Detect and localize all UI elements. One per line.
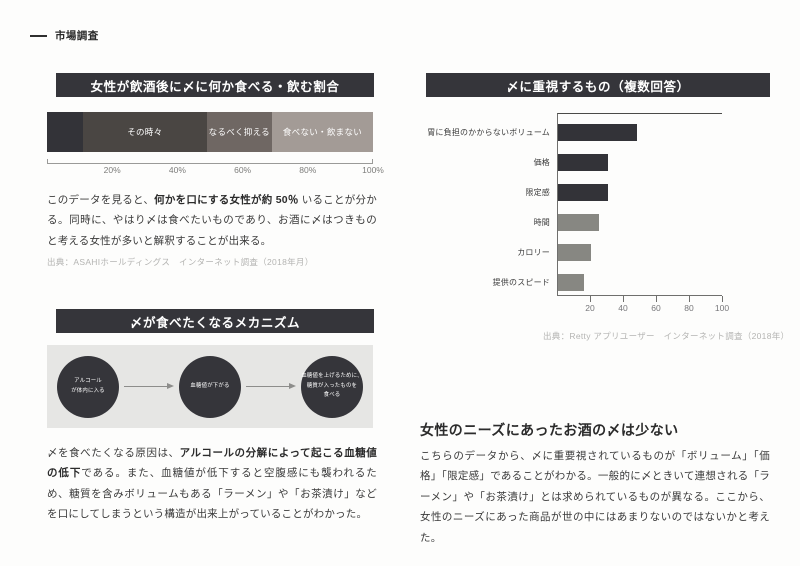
hbar-row: 提供のスピード (493, 274, 585, 291)
arrow-right-icon (246, 383, 296, 390)
needs-heading: 女性のニーズにあったお酒の〆は少ない (420, 422, 679, 438)
hbar-xtick-mark (590, 296, 591, 302)
mechanism-step: 血糖値を上げるために、 糖質が入ったものを 食べる (301, 355, 363, 418)
arrow-right-icon (124, 383, 174, 390)
mechanism-step: 血糖値が下がる (179, 355, 241, 418)
hbar-chart-title: 〆に重視するもの（複数回答） (426, 73, 770, 97)
hbar-row: 限定感 (525, 184, 608, 201)
mechanism-step: アルコールが体内に入る (57, 355, 119, 418)
stacked-xtick-label: 60% (234, 165, 252, 175)
hbar-bar (558, 184, 608, 201)
hbar-category-label: 時間 (533, 218, 550, 227)
stacked-xtick-label: 40% (168, 165, 186, 175)
mechanism-step-line: 糖質が入ったものを (306, 382, 358, 389)
mechanism-step-line: 血糖値が下がる (190, 382, 230, 389)
left-body-paragraph: このデータを見ると、何かを口にする女性が約 50％ いることが分かる。同時に、や… (47, 190, 377, 251)
stacked-chart-title: 女性が飲酒後に〆に何か食べる・飲む割合 (56, 73, 374, 97)
hbar-category-label: 価格 (533, 158, 550, 167)
hbar-bar (558, 274, 585, 291)
hbar-category-label: 胃に負担のかからないボリューム (427, 128, 550, 137)
stacked-bar-chart: その時々 なるべく抑える 食べない・飲まない (47, 112, 373, 152)
stacked-xtick-label: 20% (103, 165, 121, 175)
hbar-xtick-mark (623, 296, 624, 302)
hbar-row: カロリー (517, 244, 591, 261)
mech-body-post: である。また、血糖値が低下すると空腹感にも襲われるため、糖質を含みボリュームもあ… (47, 467, 377, 521)
horizontal-bar-chart: 胃に負担のかからないボリューム価格限定感時間カロリー提供のスピード 20 40 60… (420, 113, 770, 313)
hbar-x-axis: 20 40 60 80 100 (557, 295, 729, 313)
hbar-row: 胃に負担のかからないボリューム (427, 124, 638, 141)
hbar-xtick-mark (722, 296, 723, 302)
hbar-xtick-label: 100 (714, 303, 730, 313)
hbar-plot-area: 胃に負担のかからないボリューム価格限定感時間カロリー提供のスピード (427, 113, 722, 295)
mechanism-body-paragraph: 〆を食べたくなる原因は、アルコールの分解によって起こる血糖値の低下である。また、… (47, 443, 377, 525)
stacked-segment: その時々 (82, 112, 207, 152)
left-body-post: いることが分かる。同時に、やはり〆は食べたいものであり、お酒に〆はつきものと考え… (47, 194, 377, 247)
left-source-note: 出典：ASAHIホールディングス インターネット調査（2018年月） (47, 257, 314, 267)
right-source-note: 出典：Retty アプリユーザー インターネット調査（2018年） (543, 331, 790, 341)
stacked-segment: 食べない・飲まない (271, 112, 373, 152)
mechanism-title: 〆が食べたくなるメカニズム (56, 309, 374, 333)
mech-body-pre: 〆を食べたくなる原因は、 (47, 447, 180, 459)
hbar-xtick-mark (656, 296, 657, 302)
stacked-axis-line (47, 159, 373, 164)
hbar-xtick-mark (689, 296, 690, 302)
stacked-xtick-label: 80% (299, 165, 317, 175)
mech-body-emphasis: アルコールの分解によって起こる血糖値の低下 (47, 447, 377, 480)
breadcrumb-rule (30, 34, 47, 37)
hbar-category-label: カロリー (517, 248, 550, 257)
hbar-category-label: 提供のスピード (492, 278, 550, 287)
right-body-paragraph: こちらのデータから、〆に重要視されているものが「ボリューム」「価格」「限定感」で… (420, 450, 770, 544)
hbar-xtick-label: 40 (618, 303, 628, 313)
left-body-emphasis: 何かを口にする女性が約 50％ (154, 194, 299, 206)
hbar-bar (558, 244, 591, 261)
mechanism-diagram: アルコールが体内に入る 血糖値が下がる 血糖値を上げるために、 糖質が入ったものを 食べ… (47, 345, 373, 428)
left-body-pre: このデータを見ると、 (47, 194, 155, 206)
hbar-bar (558, 154, 608, 171)
hbar-bar (558, 214, 600, 231)
hbar-bar (558, 124, 638, 141)
hbar-category-label: 限定感 (525, 188, 550, 197)
stacked-segment: なるべく抑える (206, 112, 272, 152)
mechanism-step-line: アルコール (74, 378, 102, 385)
hbar-row: 時間 (534, 214, 600, 231)
hbar-xtick-label: 20 (585, 303, 595, 313)
hbar-xtick-label: 60 (651, 303, 661, 313)
mechanism-step-line: が体内に入る (71, 387, 105, 394)
stacked-axis-ticks: 20% 40% 60% 80% 100% (47, 165, 384, 179)
mechanism-step-line: 血糖値を上げるために、 (301, 373, 363, 380)
stacked-segment (47, 112, 83, 152)
breadcrumb-label: 市場調査 (55, 30, 99, 42)
breadcrumb: 市場調査 (30, 28, 99, 43)
mechanism-step-line: 食べる (323, 392, 341, 399)
stacked-xtick-label: 100% (362, 165, 384, 175)
hbar-row: 価格 (534, 154, 608, 171)
hbar-xtick-label: 80 (684, 303, 694, 313)
